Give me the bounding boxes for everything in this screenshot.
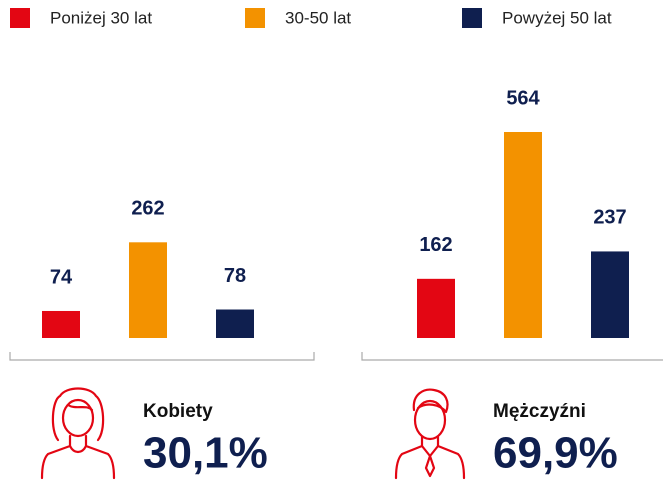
value-label: 237 [593, 207, 626, 229]
bar [417, 278, 455, 338]
bar [216, 309, 254, 338]
value-label: 262 [131, 198, 164, 220]
bar [591, 251, 629, 338]
legend-swatch [462, 8, 482, 28]
category-label: Kobiety [143, 401, 213, 422]
legend-label: 30-50 lat [285, 8, 351, 27]
value-label: 74 [50, 266, 73, 288]
group-bracket [9, 352, 315, 361]
legend-swatch [10, 8, 30, 28]
legend-swatch [245, 8, 265, 28]
bar [504, 132, 542, 338]
value-label: 564 [506, 87, 540, 109]
value-label: 78 [224, 265, 246, 287]
legend-label: Poniżej 30 lat [50, 8, 152, 27]
share-label: 30,1% [143, 429, 268, 478]
legend-label: Powyżej 50 lat [502, 8, 612, 27]
group-bracket [361, 352, 663, 361]
man-icon [394, 388, 466, 480]
value-label: 162 [419, 234, 452, 256]
woman-icon [40, 387, 116, 480]
bar [129, 242, 167, 338]
category-label: Mężczyźni [493, 401, 586, 422]
share-label: 69,9% [493, 429, 618, 478]
bar [42, 310, 80, 338]
